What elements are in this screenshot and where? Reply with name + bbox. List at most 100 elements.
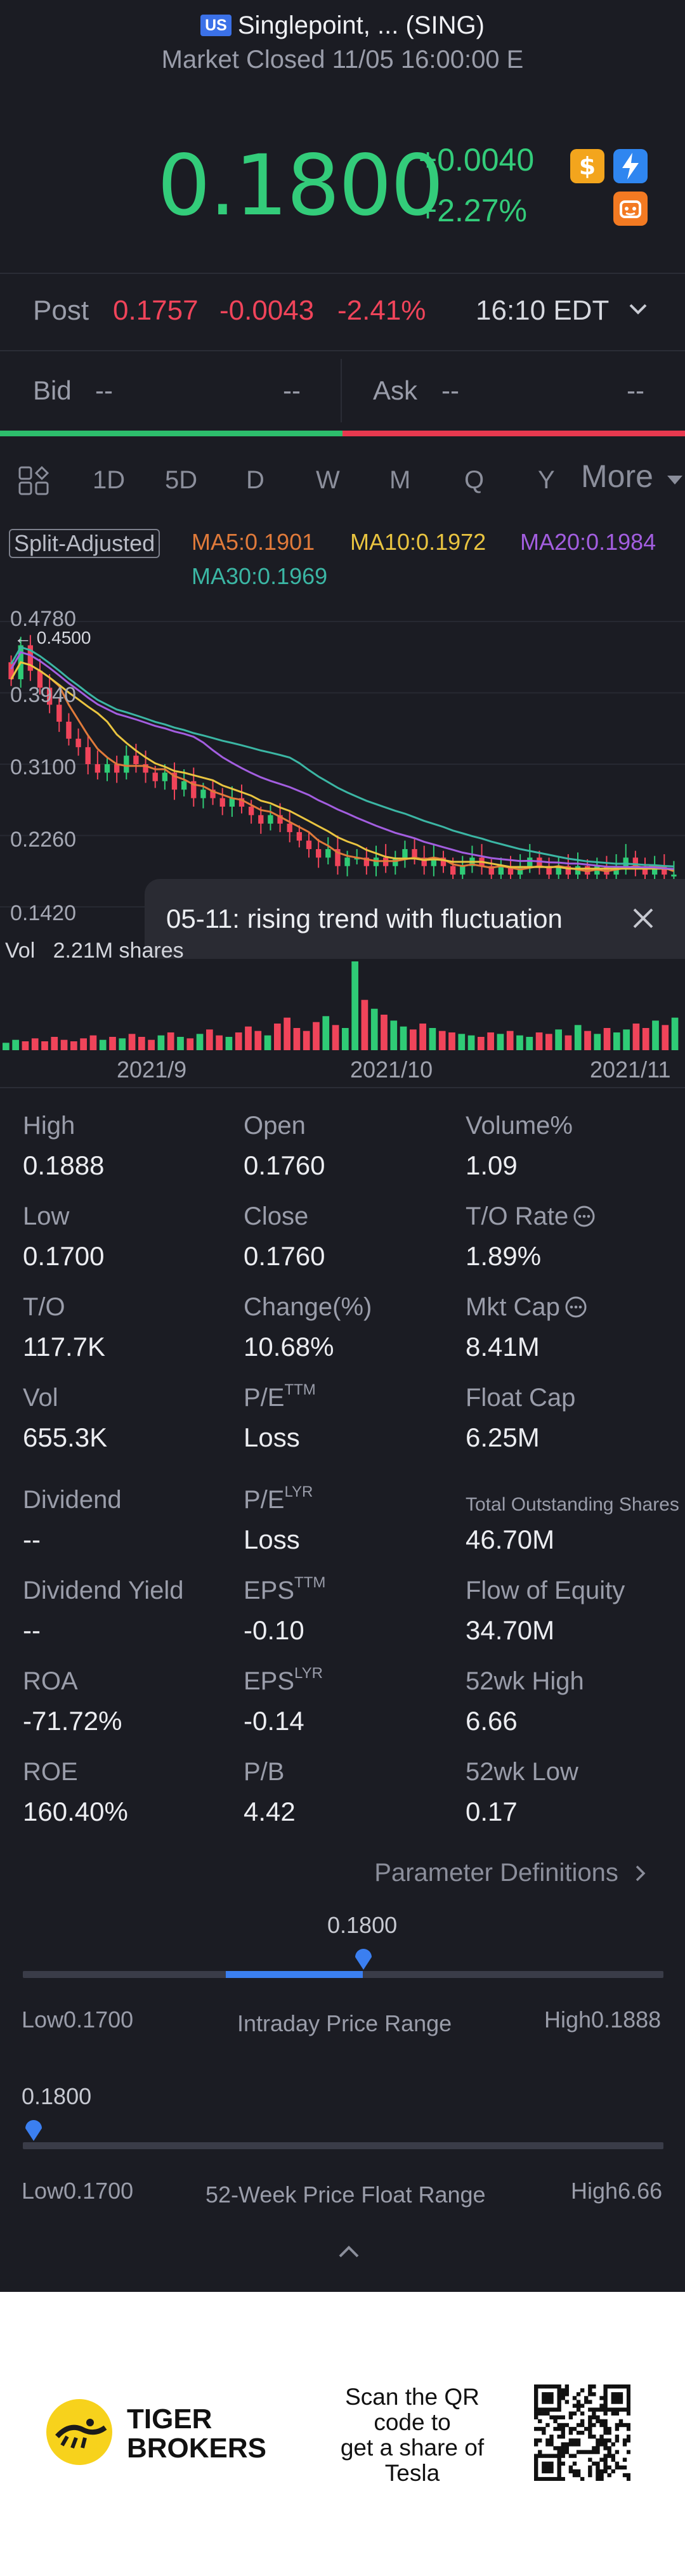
volume-bar bbox=[128, 1034, 136, 1050]
chevron-up-icon[interactable] bbox=[336, 2242, 362, 2265]
volume-bar bbox=[51, 1037, 58, 1050]
qr-caption: Scan the QR code to get a share of Tesla bbox=[330, 2384, 495, 2486]
52wk-high: High6.66 bbox=[571, 2178, 663, 2204]
bid-size: -- bbox=[283, 375, 301, 405]
stock-title[interactable]: US Singlepoint, ... (SING) bbox=[0, 9, 685, 42]
candle bbox=[488, 866, 494, 875]
post-time: 16:10 EDT bbox=[476, 295, 610, 326]
52wk-title: 52-Week Price Float Range bbox=[206, 2182, 486, 2208]
caret-down-icon[interactable] bbox=[666, 474, 684, 490]
candlestick-chart[interactable] bbox=[0, 609, 685, 926]
volume-bar bbox=[467, 1035, 475, 1050]
tab-quarterly[interactable]: Q bbox=[464, 466, 485, 494]
candle bbox=[95, 764, 101, 773]
more-tab[interactable]: More bbox=[581, 459, 653, 494]
stat-label: EPSTTM bbox=[244, 1575, 325, 1606]
close-icon[interactable] bbox=[629, 904, 657, 935]
post-market-row[interactable]: Post 0.1757 -0.0043 -2.41% 16:10 EDT bbox=[0, 278, 685, 341]
candle bbox=[546, 866, 552, 875]
volume-bar bbox=[196, 1034, 204, 1050]
trend-toast[interactable]: 05-11: rising trend with fluctuation bbox=[145, 879, 685, 959]
volume-bar bbox=[148, 1039, 155, 1050]
candle bbox=[651, 866, 658, 875]
header: US Singlepoint, ... (SING) Market Closed … bbox=[0, 0, 685, 89]
tab-monthly[interactable]: M bbox=[389, 466, 411, 494]
qr-code[interactable] bbox=[534, 2384, 630, 2481]
volume-bar bbox=[264, 1035, 271, 1050]
volume-chart[interactable] bbox=[0, 958, 685, 1051]
candle bbox=[450, 866, 456, 875]
stat-label: Vol bbox=[23, 1382, 58, 1414]
volume-bar bbox=[225, 1037, 233, 1050]
volume-bar bbox=[167, 1032, 174, 1050]
volume-bar bbox=[3, 1043, 10, 1050]
tab-5d[interactable]: 5D bbox=[165, 466, 198, 494]
stat-value: 0.1888 bbox=[23, 1150, 105, 1180]
volume-bar bbox=[584, 1031, 591, 1050]
tab-1d[interactable]: 1D bbox=[93, 466, 126, 494]
volume-label: Vol 2.21M shares bbox=[5, 936, 184, 965]
stat-value: 0.1760 bbox=[244, 1150, 325, 1180]
candle bbox=[277, 815, 283, 824]
post-price: 0.1757 bbox=[113, 295, 199, 326]
candle bbox=[402, 849, 408, 858]
info-icon[interactable] bbox=[572, 1204, 596, 1228]
robot-assistant-icon[interactable] bbox=[613, 192, 648, 226]
volume-bar bbox=[206, 1029, 213, 1050]
candle bbox=[287, 823, 292, 833]
intraday-pointer-icon bbox=[355, 1949, 372, 1970]
candle bbox=[498, 866, 504, 875]
stat-label-text: Total Outstanding Shares bbox=[466, 1494, 679, 1515]
stat-label-text: ROE bbox=[23, 1758, 78, 1786]
stat-label: High bbox=[23, 1110, 75, 1142]
info-icon[interactable] bbox=[564, 1295, 588, 1319]
tab-yearly[interactable]: Y bbox=[538, 466, 555, 494]
stat-label: P/ETTM bbox=[244, 1382, 316, 1414]
stat-value: 10.68% bbox=[244, 1332, 334, 1362]
volume-label-text: Vol bbox=[5, 939, 36, 963]
stat-label: Close bbox=[244, 1200, 308, 1232]
volume-bar bbox=[487, 1032, 494, 1050]
stat-value: 0.1700 bbox=[23, 1241, 105, 1271]
candle bbox=[296, 832, 303, 841]
dollar-icon[interactable]: $ bbox=[570, 149, 604, 183]
divider bbox=[0, 273, 685, 274]
lightning-icon[interactable] bbox=[613, 149, 648, 183]
volume-bar bbox=[478, 1037, 485, 1050]
x-tick-sep: 2021/9 bbox=[117, 1057, 187, 1083]
tab-weekly[interactable]: W bbox=[316, 466, 340, 494]
high-marker-value: 0.4500 bbox=[36, 628, 91, 647]
tab-daily[interactable]: D bbox=[246, 466, 264, 494]
candle bbox=[315, 849, 322, 858]
volume-bar bbox=[60, 1039, 68, 1050]
ask-size: -- bbox=[627, 375, 644, 405]
stat-value: 0.17 bbox=[466, 1797, 518, 1826]
volume-bar bbox=[535, 1032, 543, 1050]
divider bbox=[0, 350, 685, 351]
volume-bar bbox=[370, 1008, 378, 1050]
volume-bar bbox=[603, 1028, 611, 1050]
volume-bar bbox=[216, 1035, 223, 1050]
volume-bar bbox=[429, 1028, 436, 1050]
volume-bar bbox=[632, 1024, 640, 1050]
volume-bar bbox=[12, 1039, 19, 1050]
split-adjusted-badge[interactable]: Split-Adjusted bbox=[9, 529, 160, 558]
volume-bar bbox=[157, 1035, 165, 1050]
candle bbox=[238, 798, 245, 807]
parameter-definitions-link[interactable]: Parameter Definitions bbox=[374, 1857, 649, 1889]
stat-value: -- bbox=[23, 1615, 41, 1645]
stat-label: ROA bbox=[23, 1665, 78, 1697]
volume-bar bbox=[293, 1028, 301, 1050]
y-tick-1: 0.3940 bbox=[10, 683, 76, 707]
chevron-down-icon[interactable] bbox=[627, 298, 649, 324]
volume-bar bbox=[284, 1017, 290, 1050]
candle bbox=[152, 772, 158, 781]
candle bbox=[460, 866, 466, 875]
candle bbox=[363, 857, 370, 866]
candle bbox=[124, 755, 129, 773]
grid-layout-icon[interactable] bbox=[18, 465, 51, 499]
stat-label-text: Flow of Equity bbox=[466, 1577, 625, 1604]
y-tick-2: 0.3100 bbox=[10, 755, 76, 779]
candle bbox=[181, 781, 187, 790]
volume-bar bbox=[89, 1035, 97, 1050]
